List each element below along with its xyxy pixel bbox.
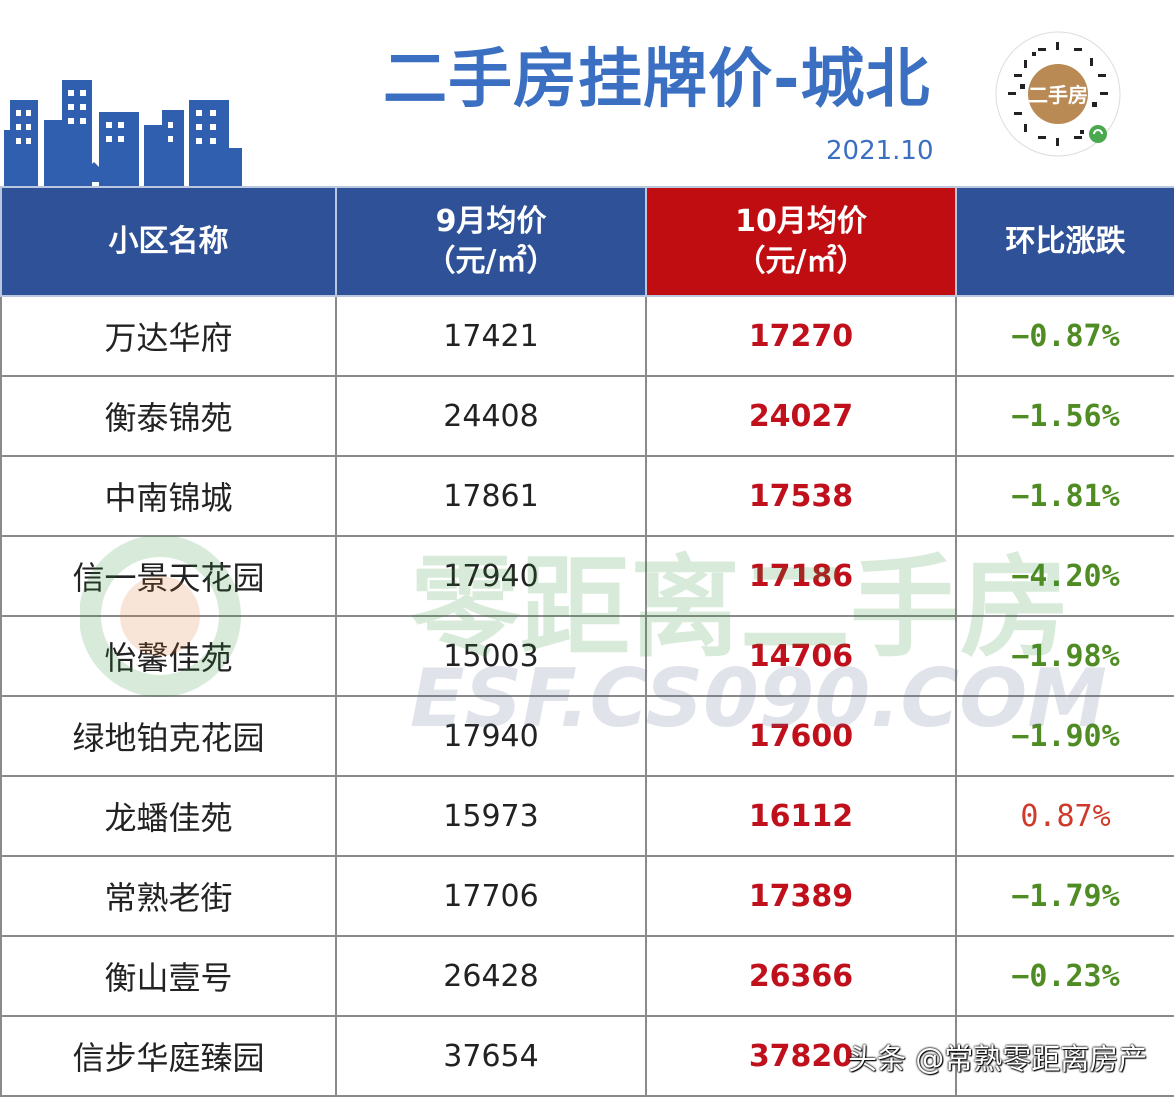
community-name: 怡馨佳苑 <box>0 615 337 697</box>
community-name: 信一景天花园 <box>0 535 337 617</box>
price-change: −4.20% <box>955 535 1174 617</box>
community-name: 衡山壹号 <box>0 935 337 1017</box>
sep-price: 17706 <box>335 855 647 937</box>
oct-price: 17600 <box>645 695 957 777</box>
price-change: −1.81% <box>955 455 1174 537</box>
report-date: 2021.10 <box>826 136 934 166</box>
city-skyline-icon <box>4 80 242 186</box>
table-row: 信一景天花园 17940 17186 −4.20% <box>0 535 1174 617</box>
price-change: −0.87% <box>955 295 1174 377</box>
header: 二手房挂牌价-城北 2021.10 二手房 <box>0 0 1174 186</box>
table-row: 龙蟠佳苑 15973 16112 0.87% <box>0 775 1174 857</box>
community-name: 龙蟠佳苑 <box>0 775 337 857</box>
community-name: 信步华庭臻园 <box>0 1015 337 1097</box>
oct-price: 17389 <box>645 855 957 937</box>
sep-price: 17861 <box>335 455 647 537</box>
community-name: 中南锦城 <box>0 455 337 537</box>
price-change: 0.87% <box>955 775 1174 857</box>
table-row: 中南锦城 17861 17538 −1.81% <box>0 455 1174 537</box>
column-header-name: 小区名称 <box>0 186 337 297</box>
price-change: −1.79% <box>955 855 1174 937</box>
community-name: 衡泰锦苑 <box>0 375 337 457</box>
price-change: −1.90% <box>955 695 1174 777</box>
column-header-sep-price: 9月均价 （元/㎡） <box>335 186 647 297</box>
table-row: 绿地铂克花园 17940 17600 −1.90% <box>0 695 1174 777</box>
oct-price: 17270 <box>645 295 957 377</box>
community-name: 绿地铂克花园 <box>0 695 337 777</box>
sep-price: 37654 <box>335 1015 647 1097</box>
price-change: −1.56% <box>955 375 1174 457</box>
price-change: −0.23% <box>955 935 1174 1017</box>
oct-price: 16112 <box>645 775 957 857</box>
qr-badge-text: 二手房 <box>1028 83 1088 107</box>
sep-price: 15003 <box>335 615 647 697</box>
oct-price: 17186 <box>645 535 957 617</box>
sep-price: 17940 <box>335 695 647 777</box>
price-change: −1.98% <box>955 615 1174 697</box>
column-header-oct-price: 10月均价 （元/㎡） <box>645 186 957 297</box>
community-name: 常熟老街 <box>0 855 337 937</box>
mini-program-qr-code[interactable]: 二手房 <box>994 30 1122 158</box>
sep-price: 15973 <box>335 775 647 857</box>
sep-price: 24408 <box>335 375 647 457</box>
oct-price: 37820 <box>645 1015 957 1097</box>
oct-price: 24027 <box>645 375 957 457</box>
page-title: 二手房挂牌价-城北 <box>383 43 931 117</box>
table-row: 常熟老街 17706 17389 −1.79% <box>0 855 1174 937</box>
table-row: 怡馨佳苑 15003 14706 −1.98% <box>0 615 1174 697</box>
oct-price: 14706 <box>645 615 957 697</box>
sep-price: 26428 <box>335 935 647 1017</box>
sep-price: 17421 <box>335 295 647 377</box>
table-header-row: 小区名称 9月均价 （元/㎡） 10月均价 （元/㎡） 环比涨跌 <box>0 186 1174 297</box>
price-table: 小区名称 9月均价 （元/㎡） 10月均价 （元/㎡） 环比涨跌 万达华府 17421… <box>0 186 1174 1097</box>
column-header-change: 环比涨跌 <box>955 186 1174 297</box>
source-credit: 头条 @常熟零距离房产 <box>848 1042 1148 1076</box>
table-row: 衡山壹号 26428 26366 −0.23% <box>0 935 1174 1017</box>
sep-price: 17940 <box>335 535 647 617</box>
table-row: 衡泰锦苑 24408 24027 −1.56% <box>0 375 1174 457</box>
oct-price: 26366 <box>645 935 957 1017</box>
community-name: 万达华府 <box>0 295 337 377</box>
oct-price: 17538 <box>645 455 957 537</box>
table-row: 万达华府 17421 17270 −0.87% <box>0 295 1174 377</box>
